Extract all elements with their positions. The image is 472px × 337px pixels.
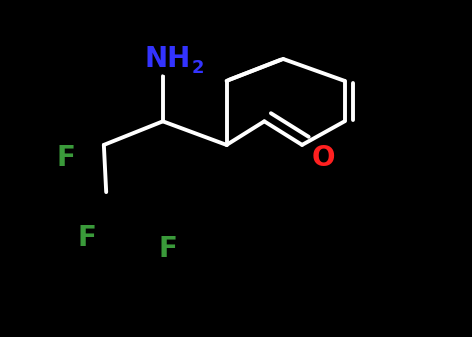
Text: O: O	[312, 144, 335, 173]
Text: F: F	[158, 235, 177, 264]
Text: 2: 2	[192, 59, 204, 78]
Text: NH: NH	[144, 45, 191, 73]
Text: F: F	[57, 144, 76, 173]
Text: F: F	[78, 223, 97, 252]
